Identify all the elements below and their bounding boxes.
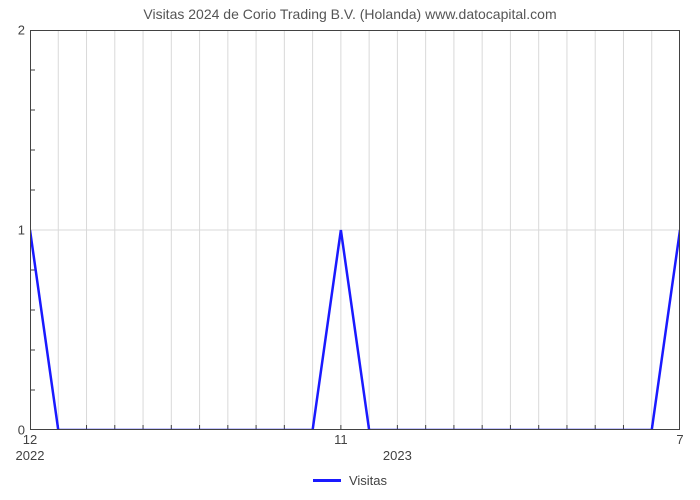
y-tick-label: 1 bbox=[18, 223, 25, 238]
plot-border bbox=[30, 30, 680, 430]
plot-area bbox=[30, 30, 680, 430]
x-tick-label: 11 bbox=[334, 432, 348, 447]
x-tick-label: 7 bbox=[676, 432, 683, 447]
line-chart: Visitas 2024 de Corio Trading B.V. (Hola… bbox=[0, 0, 700, 500]
x-tick-label: 12 bbox=[23, 432, 37, 447]
x-sub-label: 2022 bbox=[16, 448, 45, 463]
legend-label: Visitas bbox=[349, 473, 387, 488]
legend: Visitas bbox=[0, 472, 700, 488]
chart-title: Visitas 2024 de Corio Trading B.V. (Hola… bbox=[0, 6, 700, 22]
legend-swatch bbox=[313, 479, 341, 482]
x-sub-label: 2023 bbox=[383, 448, 412, 463]
y-tick-label: 2 bbox=[18, 23, 25, 38]
